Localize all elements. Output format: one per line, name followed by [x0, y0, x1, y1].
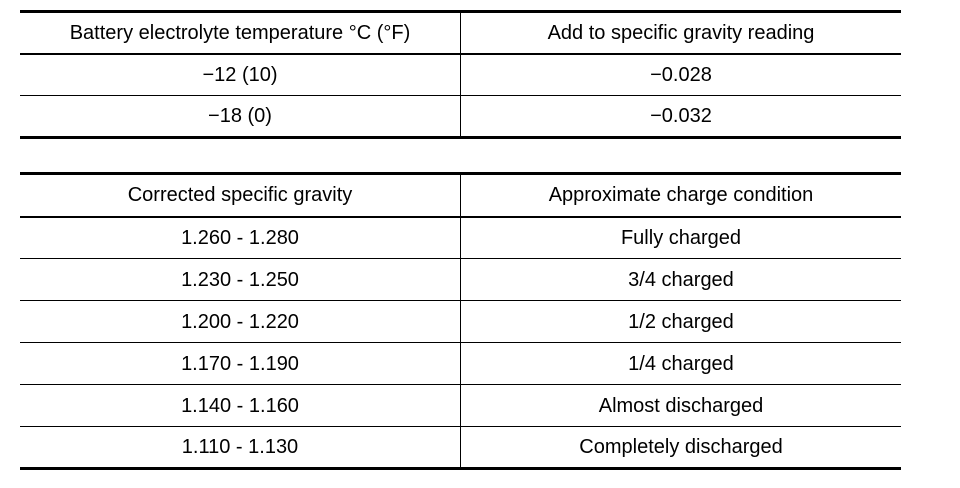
- header-charge-condition: Approximate charge condition: [548, 184, 814, 207]
- header-add-to-reading: Add to specific gravity reading: [547, 21, 815, 44]
- cell-specific-gravity: 1.140 - 1.160: [20, 384, 461, 427]
- cell-charge-condition: Fully charged: [620, 226, 742, 249]
- header-specific-gravity: Corrected specific gravity: [20, 173, 461, 217]
- cell-charge-condition: Completely discharged: [579, 436, 783, 458]
- table-row: 1.230 - 1.250 3/4 charged: [20, 258, 901, 301]
- table-row: 1.170 - 1.190 1/4 charged: [20, 342, 901, 385]
- table-header-row: Battery electrolyte temperature °C (°F) …: [20, 11, 901, 54]
- table-row: −18 (0) −0.032: [20, 95, 901, 138]
- table-row: −12 (10) −0.028: [20, 53, 901, 96]
- cell-charge-condition: 1/2 charged: [628, 310, 734, 333]
- cell-correction: −0.028: [650, 63, 712, 86]
- header-temperature: Battery electrolyte temperature °C (°F): [20, 11, 461, 54]
- table-row: 1.140 - 1.160 Almost discharged: [20, 384, 901, 427]
- temperature-correction-table: Battery electrolyte temperature °C (°F) …: [20, 10, 901, 139]
- cell-temperature: −12 (10): [20, 53, 461, 96]
- cell-correction: −0.032: [650, 105, 712, 127]
- cell-specific-gravity: 1.110 - 1.130: [20, 426, 461, 469]
- cell-specific-gravity: 1.200 - 1.220: [20, 300, 461, 343]
- charge-condition-table: Corrected specific gravity Approximate c…: [20, 172, 901, 470]
- cell-charge-condition: 3/4 charged: [628, 268, 734, 291]
- table-row: 1.200 - 1.220 1/2 charged: [20, 300, 901, 343]
- cell-specific-gravity: 1.230 - 1.250: [20, 258, 461, 301]
- cell-charge-condition: 1/4 charged: [628, 352, 734, 375]
- cell-charge-condition: Almost discharged: [598, 394, 764, 417]
- table-header-row: Corrected specific gravity Approximate c…: [20, 173, 901, 217]
- cell-specific-gravity: 1.260 - 1.280: [20, 216, 461, 259]
- table-row: 1.260 - 1.280 Fully charged: [20, 216, 901, 259]
- cell-specific-gravity: 1.170 - 1.190: [20, 342, 461, 385]
- table-row: 1.110 - 1.130 Completely discharged: [20, 426, 901, 469]
- cell-temperature: −18 (0): [20, 95, 461, 138]
